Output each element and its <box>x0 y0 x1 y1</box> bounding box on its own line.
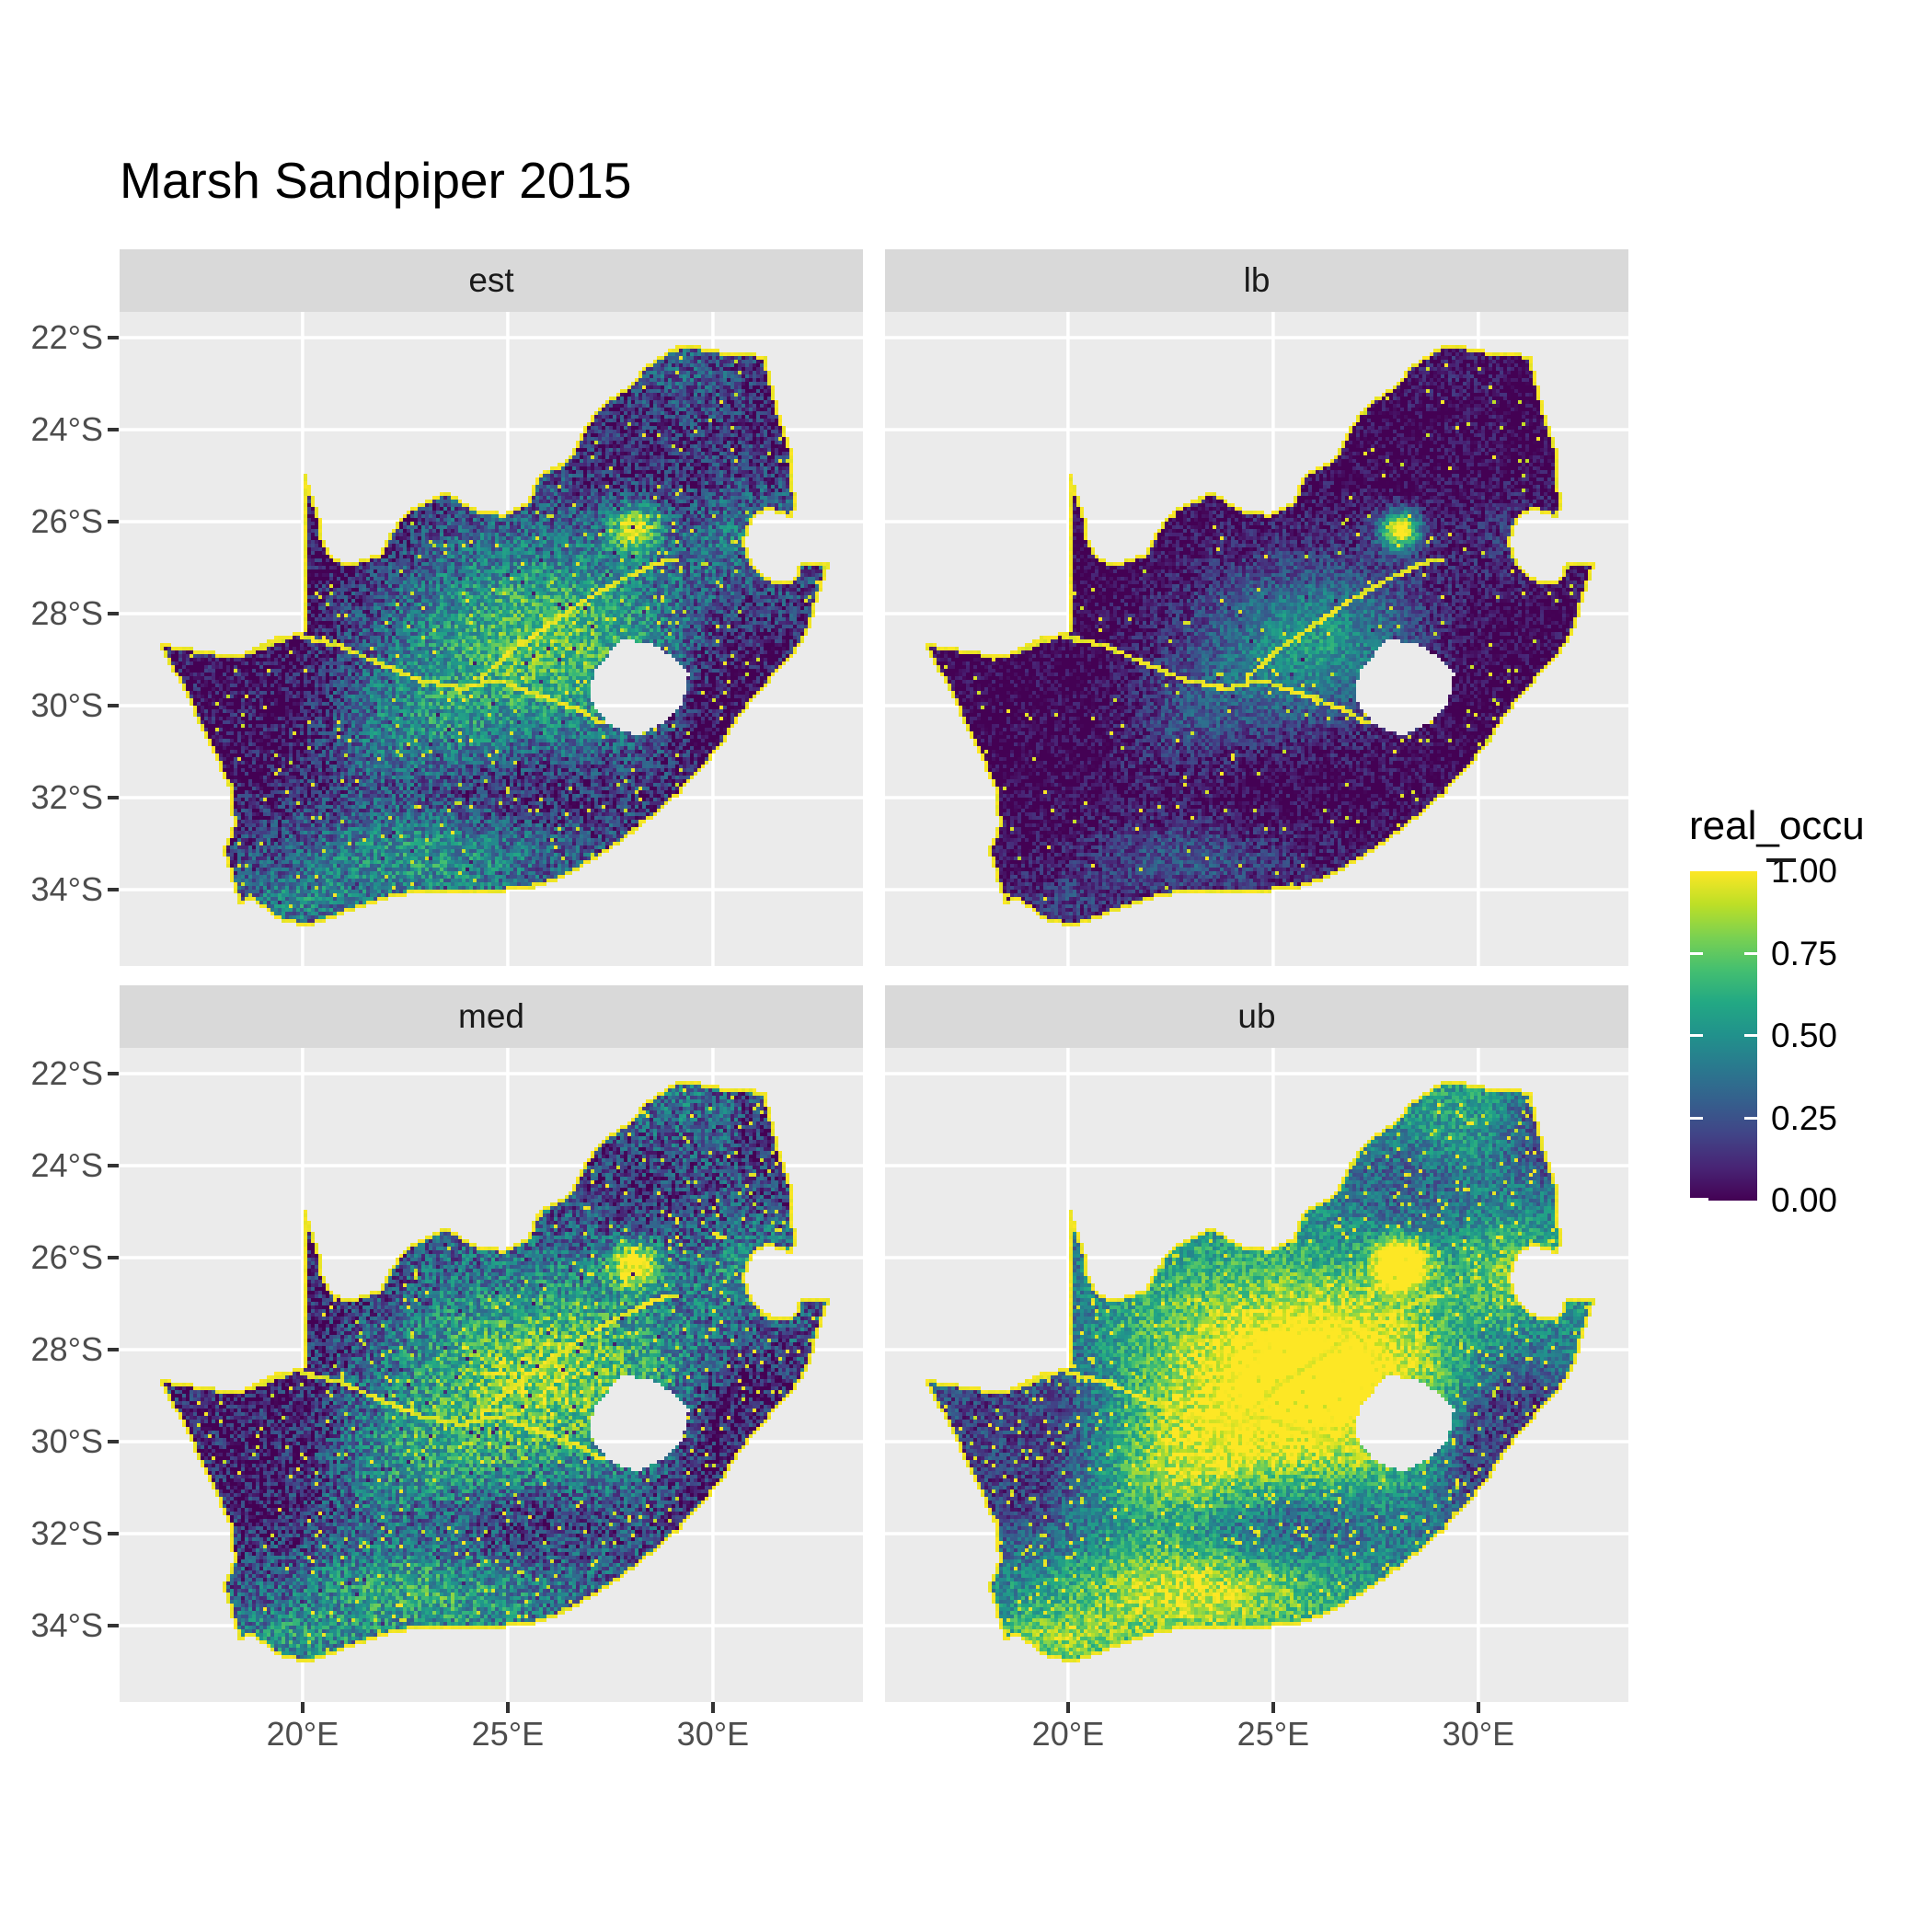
y-axis-tick <box>108 1532 119 1535</box>
y-axis-tick <box>108 336 119 339</box>
map-panel-ub <box>885 1048 1628 1702</box>
x-axis-label: 20°E <box>1031 1715 1105 1753</box>
legend-tick-label: 0.50 <box>1771 1017 1838 1054</box>
x-axis-tick <box>1065 1702 1070 1713</box>
y-axis-label: 34°S <box>30 870 103 908</box>
legend-tick-label: 0.00 <box>1771 1181 1838 1219</box>
y-axis-label: 34°S <box>30 1606 103 1644</box>
legend-tick-mark <box>1744 1116 1757 1120</box>
legend-tick-mark <box>1744 951 1757 955</box>
x-axis-label: 30°E <box>1442 1715 1515 1753</box>
legend-tick-mark <box>1690 1116 1703 1120</box>
facet-strip-ub: ub <box>885 985 1628 1048</box>
legend-tick-label: 0.25 <box>1771 1098 1838 1137</box>
y-axis-label: 28°S <box>30 1330 103 1368</box>
y-axis-tick <box>108 1072 119 1075</box>
legend-tick-mark <box>1690 951 1703 955</box>
legend-top-tick-mark <box>1766 858 1796 862</box>
y-axis-tick <box>108 428 119 431</box>
y-axis-label: 22°S <box>30 318 103 356</box>
y-axis-label: 26°S <box>30 1238 103 1276</box>
x-axis-tick <box>710 1702 715 1713</box>
x-axis-tick <box>1476 1702 1480 1713</box>
y-axis-tick <box>108 1624 119 1627</box>
map-panel-med <box>120 1048 863 1702</box>
y-axis-tick <box>108 1164 119 1167</box>
y-axis-tick <box>108 1256 119 1259</box>
y-axis-label: 24°S <box>30 410 103 448</box>
y-axis-label: 24°S <box>30 1146 103 1184</box>
facet-strip-label: est <box>468 261 514 299</box>
x-axis-tick <box>505 1702 510 1713</box>
y-axis-tick <box>108 704 119 707</box>
legend-title: real_occu <box>1689 803 1865 848</box>
facet-strip-label: ub <box>1237 997 1276 1035</box>
y-axis-label: 28°S <box>30 594 103 632</box>
plot-title: Marsh Sandpiper 2015 <box>120 152 632 209</box>
x-axis-label: 30°E <box>676 1715 750 1753</box>
y-axis-tick <box>108 1348 119 1351</box>
x-axis-label: 25°E <box>471 1715 545 1753</box>
legend-tick-mark <box>1690 1034 1703 1037</box>
facet-strip-label: lb <box>1243 261 1271 299</box>
x-axis-label: 20°E <box>266 1715 339 1753</box>
x-axis-tick <box>300 1702 305 1713</box>
facet-strip-lb: lb <box>885 249 1628 312</box>
x-axis-tick <box>1271 1702 1275 1713</box>
map-panel-lb <box>885 312 1628 966</box>
legend-bottom-tick-mark <box>1690 1198 1708 1201</box>
y-axis-tick <box>108 1440 119 1443</box>
facet-strip-label: med <box>458 997 524 1035</box>
legend-tick-label: 0.75 <box>1771 934 1838 972</box>
y-axis-label: 30°S <box>30 1422 103 1460</box>
y-axis-tick <box>108 520 119 523</box>
y-axis-label: 32°S <box>30 778 103 816</box>
map-panel-est <box>120 312 863 966</box>
y-axis-label: 32°S <box>30 1514 103 1552</box>
y-axis-tick <box>108 888 119 891</box>
y-axis-label: 26°S <box>30 502 103 540</box>
legend-tick-mark <box>1744 1034 1757 1037</box>
facet-strip-med: med <box>120 985 863 1048</box>
y-axis-tick <box>108 796 119 799</box>
x-axis-label: 25°E <box>1236 1715 1310 1753</box>
facet-strip-est: est <box>120 249 863 312</box>
y-axis-label: 22°S <box>30 1054 103 1092</box>
y-axis-tick <box>108 612 119 615</box>
y-axis-label: 30°S <box>30 686 103 724</box>
